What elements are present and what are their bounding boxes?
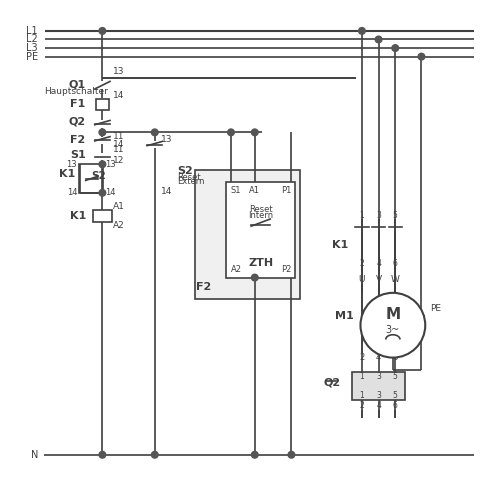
Text: 13: 13 [66,160,77,169]
Text: 11: 11 [113,145,124,153]
Text: F1: F1 [70,99,86,109]
Text: A2: A2 [113,221,124,230]
Text: PE: PE [430,304,441,313]
Text: M: M [386,307,400,322]
Text: V: V [376,275,382,284]
Circle shape [375,36,382,43]
Circle shape [99,28,105,34]
Text: 6: 6 [392,353,398,362]
Text: 14: 14 [113,140,124,149]
Text: 2: 2 [360,353,364,362]
Circle shape [99,129,105,136]
Text: 6: 6 [393,259,398,268]
Text: L3: L3 [26,43,38,53]
Text: S1: S1 [231,186,241,195]
Text: Intern: Intern [248,211,274,220]
Text: 13: 13 [160,135,172,144]
Text: K1: K1 [60,169,76,179]
Text: 13: 13 [113,67,124,76]
Text: S2: S2 [91,171,106,181]
Text: 3~: 3~ [386,325,400,335]
Text: 3: 3 [376,372,381,381]
Text: S1: S1 [70,150,86,160]
Circle shape [228,129,234,136]
Text: W: W [391,275,400,284]
Circle shape [99,161,105,168]
Circle shape [360,293,425,358]
Text: P1: P1 [281,186,291,195]
Text: Extern: Extern [178,177,205,186]
Text: 3: 3 [376,391,381,399]
Text: Reset: Reset [249,205,272,215]
Text: 14: 14 [160,187,172,196]
Text: S2: S2 [178,166,194,176]
Text: 6: 6 [393,401,398,410]
Text: 14: 14 [66,188,77,197]
Circle shape [99,190,105,196]
Text: Hauptschalter: Hauptschalter [44,87,108,96]
Text: K1: K1 [332,240,348,250]
Text: K1: K1 [70,211,86,221]
Text: 4: 4 [376,401,381,410]
Text: 13: 13 [105,160,116,169]
Text: 1: 1 [360,391,364,399]
Text: 4: 4 [376,353,381,362]
Text: 11: 11 [113,132,124,141]
Text: A1: A1 [250,186,260,195]
Text: F2: F2 [70,136,86,146]
Bar [79,164,103,193]
Text: ZTH: ZTH [248,258,274,268]
Text: 3: 3 [376,211,381,220]
Text: L2: L2 [26,34,38,45]
Text: Q1: Q1 [68,79,86,89]
Text: 1: 1 [360,211,364,220]
Text: PE: PE [26,52,38,62]
Circle shape [252,451,258,458]
Bar [195,171,300,299]
Bar [93,210,112,222]
Bar [96,99,108,110]
Circle shape [252,129,258,136]
Circle shape [288,451,295,458]
Text: L1: L1 [26,26,38,36]
Text: 5: 5 [393,391,398,399]
Text: 5: 5 [393,211,398,220]
Text: 4: 4 [376,259,381,268]
Text: 2: 2 [360,259,364,268]
Text: Q2: Q2 [68,116,86,126]
Text: 5: 5 [393,372,398,381]
Text: 14: 14 [105,188,116,197]
Text: F2: F2 [196,282,212,292]
Circle shape [99,451,105,458]
Text: 2: 2 [360,401,364,410]
Text: Reset: Reset [178,172,201,182]
Text: A2: A2 [231,264,242,274]
Text: 14: 14 [113,91,124,100]
Text: 1: 1 [360,372,364,381]
Text: A1: A1 [113,202,124,211]
Circle shape [418,53,425,60]
Text: N: N [30,450,38,460]
Bar [352,372,405,400]
Circle shape [392,45,398,51]
Text: Q2: Q2 [324,377,340,388]
Text: 12: 12 [113,156,124,165]
Circle shape [152,129,158,136]
Bar [226,182,295,278]
Circle shape [252,274,258,281]
Circle shape [358,28,365,34]
Circle shape [152,451,158,458]
Text: U: U [358,275,365,284]
Text: M1: M1 [334,311,353,321]
Text: P2: P2 [281,264,291,274]
